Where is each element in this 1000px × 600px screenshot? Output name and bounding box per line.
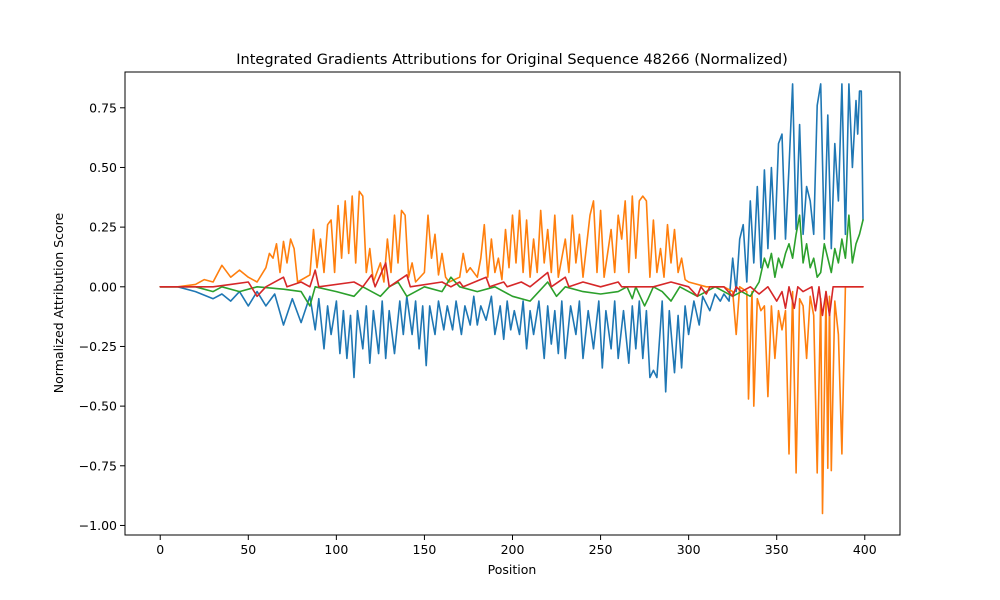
series-lines [159,83,864,515]
y-tick-label: −1.00 [79,518,117,533]
series-line-1 [159,83,864,393]
x-tick-label: 0 [156,542,164,557]
chart-title: Integrated Gradients Attributions for Or… [236,52,787,68]
x-axis-label: Position [488,562,537,577]
series-line-4 [159,262,864,317]
y-tick-label: −0.75 [79,458,117,473]
x-tick-label: 100 [324,542,348,557]
y-tick-label: −0.50 [79,399,117,414]
x-tick-label: 400 [853,542,877,557]
x-tick-label: 300 [677,542,701,557]
x-tick-label: 200 [501,542,525,557]
y-tick-label: 0.00 [89,279,117,294]
x-tick-label: 50 [240,542,256,557]
y-tick-label: 0.25 [89,220,117,235]
series-line-3 [159,214,864,307]
x-tick-label: 350 [765,542,789,557]
series-line-2 [159,190,864,515]
x-tick-label: 250 [589,542,613,557]
x-tick-label: 150 [413,542,437,557]
y-tick-label: 0.50 [89,160,117,175]
axis-ticks: 0 50 100 150 200 250 300 350 400 −1.00 −0.75 −0.50 −… [79,100,877,557]
plot-frame [124,71,901,536]
y-axis-label: Normalized Attribution Score [51,212,66,393]
y-tick-label: −0.25 [79,339,117,354]
y-tick-label: 0.75 [89,100,117,115]
